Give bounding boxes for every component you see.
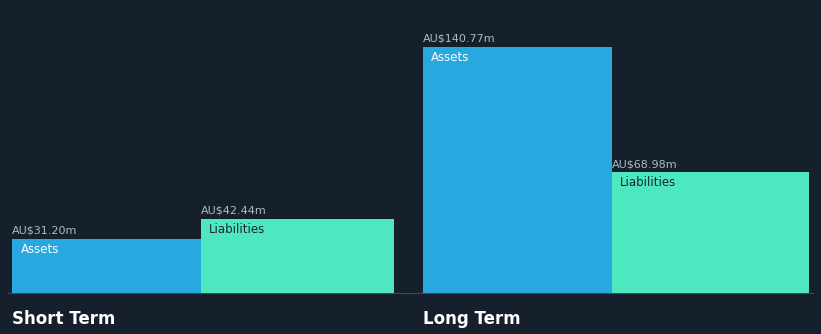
Text: AU$68.98m: AU$68.98m: [612, 159, 677, 169]
Bar: [201, 219, 394, 293]
Text: Assets: Assets: [21, 243, 59, 256]
Bar: [12, 238, 201, 293]
Bar: [612, 172, 809, 293]
Bar: [423, 47, 612, 293]
Text: AU$31.20m: AU$31.20m: [12, 225, 78, 235]
Text: Assets: Assets: [431, 51, 470, 64]
Text: Long Term: Long Term: [423, 310, 521, 328]
Text: AU$140.77m: AU$140.77m: [423, 33, 495, 43]
Text: Short Term: Short Term: [12, 310, 116, 328]
Text: Liabilities: Liabilities: [209, 223, 266, 236]
Text: Liabilities: Liabilities: [620, 176, 677, 189]
Text: AU$42.44m: AU$42.44m: [201, 206, 267, 216]
